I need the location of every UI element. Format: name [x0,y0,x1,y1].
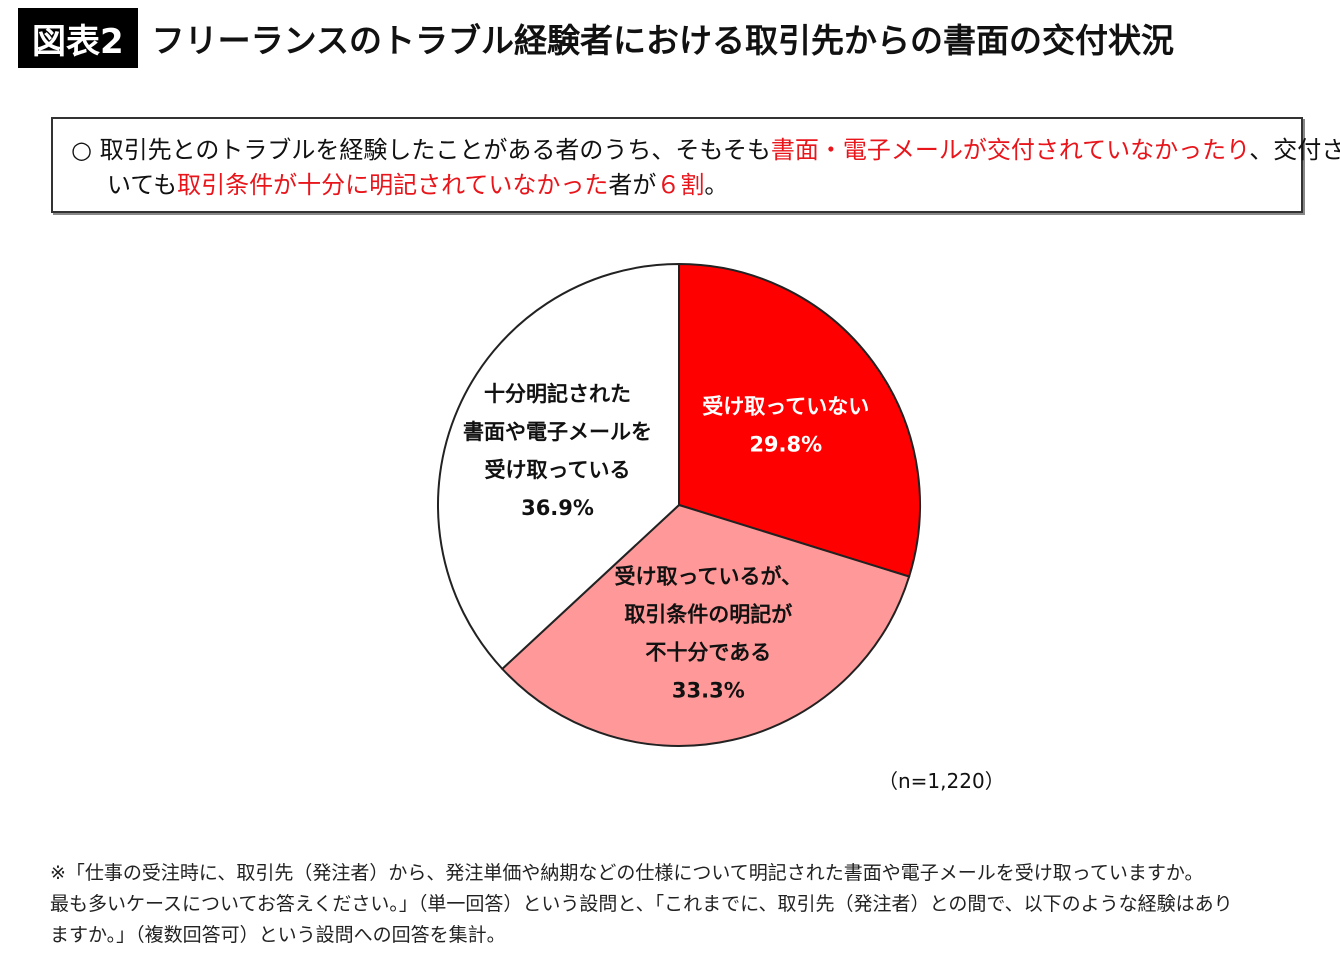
pie-slice-1 [678,262,921,578]
slice-category-label: 受け取っている [485,458,631,482]
pie-slice-label-1: 受け取っていない 29.8% [702,394,869,456]
summary-bullet: ○ [71,136,92,164]
slice-percent-label: 33.3% [672,678,745,702]
chart-title: フリーランスのトラブル経験者における取引先からの書面の交付状況 [151,21,1175,60]
footnote-line-1: ※「仕事の受注時に、取引先（発注者）から、発注単価や納期などの仕様について明記さ… [50,862,1204,884]
summary-box: ○ 取引先とのトラブルを経験したことがある者のうち、そもそも書面・電子メールが交… [51,117,1340,213]
summary-text: 、交付されて [1249,136,1340,164]
footnote: ※「仕事の受注時に、取引先（発注者）から、発注単価や納期などの仕様について明記さ… [50,858,1320,951]
slice-category-label: 不十分である [645,640,771,664]
slice-category-label: 十分明記された [484,382,631,406]
sample-size-label: （n=1,220） [878,769,1005,793]
figure-number-badge: 図表2 [18,8,138,68]
slice-category-label: 受け取っているが、 [615,564,803,588]
title-row: 図表2 フリーランスのトラブル経験者における取引先からの書面の交付状況 [18,8,1174,68]
slice-percent-label: 29.8% [749,432,822,456]
summary-line-1: ○ 取引先とのトラブルを経験したことがある者のうち、そもそも書面・電子メールが交… [71,133,1340,168]
summary-text: 者が [608,171,657,199]
summary-text: いても [107,171,178,199]
slice-category-label: 取引条件の明記が [624,602,792,626]
slice-category-label: 書面や電子メールを [463,420,652,444]
summary-highlight: 割 [680,171,705,199]
footnote-line-3: ますか。」（複数回答可）という設問への回答を集計。 [50,924,506,946]
summary-text: 。 [704,171,729,199]
slice-percent-label: 36.9% [521,496,594,520]
pie-slice-2 [500,503,911,747]
summary-line-2: いても取引条件が十分に明記されていなかった者が６割。 [71,168,1281,203]
slice-category-label: 受け取っていない [702,394,869,418]
summary-highlight: 取引条件が十分に明記されていなかった [177,171,609,199]
pie-slice-3 [437,262,680,671]
summary-highlight-number: ６ [656,171,681,199]
summary-text: 取引先とのトラブルを経験したことがある者のうち、そもそも [99,136,771,164]
footnote-line-2: 最も多いケースについてお答えください。」（単一回答）という設問と、「これまでに、… [50,893,1233,915]
summary-highlight: 書面・電子メールが交付されていなかったり [770,136,1250,164]
